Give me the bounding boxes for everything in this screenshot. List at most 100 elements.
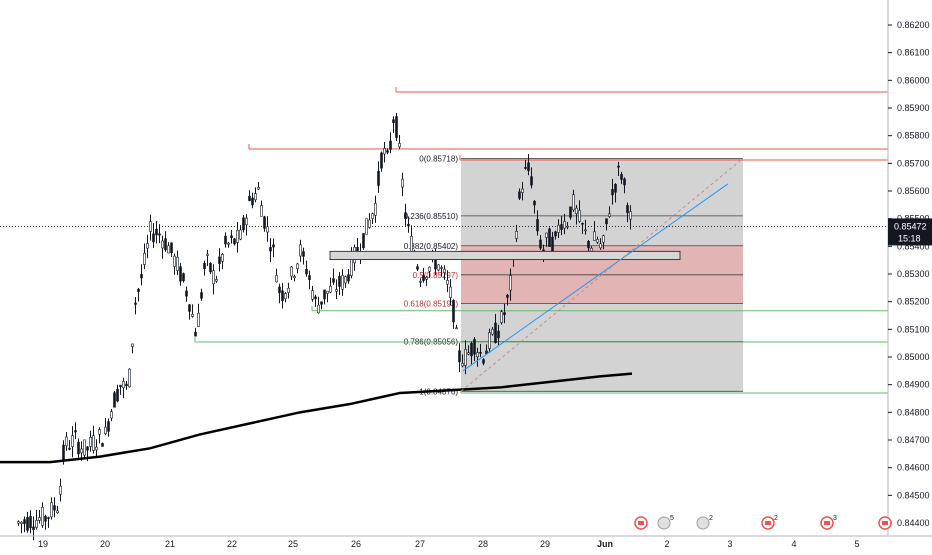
- candle-body: [344, 276, 347, 284]
- candle-body: [227, 242, 230, 245]
- x-tick-label: 20: [100, 539, 110, 549]
- candle-body: [329, 285, 332, 293]
- y-tick-label: 0.84500: [897, 490, 930, 500]
- candle-body: [620, 174, 623, 180]
- candle-body: [338, 276, 341, 287]
- x-tick-label: 29: [540, 539, 550, 549]
- candle-body: [41, 506, 44, 526]
- candle-body: [380, 152, 383, 169]
- event-icon[interactable]: 3: [820, 515, 837, 530]
- event-icon[interactable]: 2: [761, 515, 778, 530]
- event-icon[interactable]: 5: [657, 515, 674, 530]
- candle-body: [110, 411, 113, 419]
- candle-body: [170, 242, 173, 253]
- candle-body: [602, 235, 605, 243]
- candle-body: [32, 526, 35, 530]
- candle-body: [398, 143, 401, 148]
- x-tick-label: 28: [478, 539, 488, 549]
- candle-body: [113, 392, 116, 408]
- candle-body: [65, 436, 68, 447]
- candle-body: [44, 516, 47, 522]
- event-icon[interactable]: [634, 516, 648, 530]
- candle-body: [539, 239, 542, 249]
- candle-body: [230, 235, 233, 238]
- candle-body: [395, 116, 398, 138]
- candle-body: [74, 430, 77, 433]
- candle-body: [557, 224, 560, 233]
- x-tick-label: 21: [165, 539, 175, 549]
- candle-body: [134, 302, 137, 305]
- candle-body: [341, 275, 344, 290]
- flag-stripe: [765, 521, 771, 525]
- y-tick-label: 0.86100: [897, 48, 930, 58]
- candle-body: [455, 327, 458, 330]
- candle-body: [491, 329, 494, 335]
- candle-body: [428, 266, 431, 272]
- candle-body: [56, 510, 59, 514]
- candle-body: [266, 226, 269, 233]
- candle-body: [572, 194, 575, 211]
- candle-body: [614, 183, 617, 193]
- zone-rectangle: [329, 250, 681, 261]
- candle-body: [479, 352, 482, 354]
- y-tick-label: 0.85300: [897, 269, 930, 279]
- candle-body: [251, 197, 254, 206]
- candle-body: [518, 191, 521, 199]
- candle-body: [275, 275, 278, 283]
- candle-body: [101, 443, 104, 447]
- candle-body: [80, 448, 83, 454]
- globe-icon: [696, 516, 710, 530]
- candle-body: [29, 516, 32, 529]
- candle-body: [425, 277, 428, 280]
- candle-body: [38, 517, 41, 521]
- event-icon[interactable]: [878, 516, 892, 530]
- candle-body: [611, 189, 614, 196]
- candle-body: [167, 245, 170, 254]
- candle-body: [422, 275, 425, 281]
- candle-body: [281, 290, 284, 302]
- candle-body: [239, 229, 242, 240]
- candle-body: [368, 219, 371, 228]
- candle-body: [146, 243, 149, 249]
- candle-body: [452, 299, 455, 323]
- y-tick-label: 0.85000: [897, 352, 930, 362]
- candle-body: [536, 219, 539, 232]
- trend-line: [462, 183, 729, 372]
- candle-body: [365, 218, 368, 235]
- candle-body: [476, 352, 479, 358]
- event-badge: 3: [833, 515, 837, 522]
- candle-body: [86, 446, 89, 451]
- candle-body: [503, 312, 506, 315]
- candle-body: [200, 292, 203, 299]
- candle-body: [218, 256, 221, 264]
- candle-body: [89, 436, 92, 447]
- candle-body: [524, 167, 527, 169]
- candle-body: [500, 311, 503, 323]
- candle-body: [209, 262, 212, 273]
- candle-body: [623, 178, 626, 186]
- candle-body: [446, 279, 449, 285]
- candle-body: [401, 178, 404, 188]
- candle-body: [104, 426, 107, 434]
- y-tick-label: 0.84900: [897, 380, 930, 390]
- candle-body: [278, 286, 281, 294]
- candle-body: [128, 368, 131, 388]
- candle-body: [314, 296, 317, 300]
- candle-body: [122, 381, 125, 389]
- candle-body: [563, 221, 566, 229]
- candle-body: [221, 254, 224, 262]
- y-tick-label: 0.85200: [897, 297, 930, 307]
- candle-body: [578, 210, 581, 222]
- candle-body: [545, 232, 548, 238]
- candle-body: [182, 273, 185, 282]
- candle-body: [242, 217, 245, 231]
- candle-body: [311, 290, 314, 300]
- y-tick-label: 0.85800: [897, 131, 930, 141]
- candle-body: [362, 233, 365, 249]
- event-icon[interactable]: 2: [696, 515, 713, 530]
- event-badge: 2: [774, 515, 778, 522]
- candle-body: [143, 252, 146, 265]
- candle-body: [125, 383, 128, 387]
